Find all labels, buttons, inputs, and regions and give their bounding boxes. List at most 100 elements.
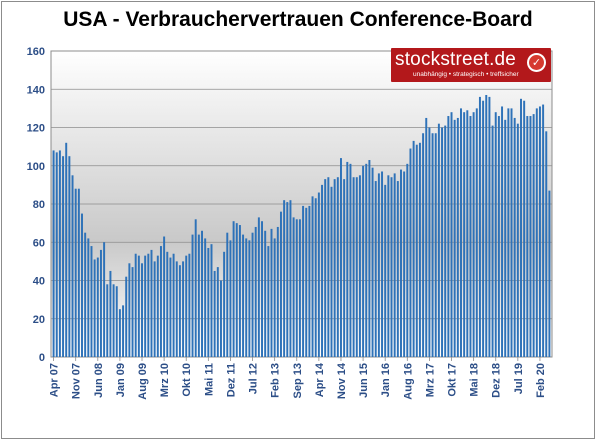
- bar: [182, 261, 185, 358]
- y-tick-label: 0: [39, 352, 45, 364]
- x-tick-label: Okt 17: [447, 363, 459, 397]
- bar: [365, 163, 368, 357]
- grid-lines: [51, 88, 552, 320]
- y-tick-label: 140: [27, 84, 45, 96]
- bar: [178, 265, 181, 357]
- bar: [501, 106, 504, 358]
- bar: [115, 286, 118, 357]
- bar: [289, 200, 292, 357]
- bar: [71, 175, 74, 357]
- bar: [109, 270, 112, 357]
- bar: [261, 221, 263, 357]
- bar: [463, 112, 466, 357]
- x-tick-label: Jul 12: [248, 363, 260, 394]
- bar: [368, 160, 371, 357]
- bar: [251, 232, 254, 357]
- bar: [308, 205, 311, 357]
- bar: [163, 236, 166, 357]
- x-tick-label: Apr 07: [49, 363, 61, 397]
- bar: [460, 108, 462, 358]
- bar: [254, 226, 257, 357]
- bar: [219, 280, 222, 357]
- bar: [235, 223, 238, 358]
- x-tick-label: Mrz 17: [424, 363, 436, 397]
- bar: [510, 108, 513, 358]
- bar: [381, 171, 384, 357]
- bar: [494, 112, 497, 357]
- bar: [84, 232, 87, 357]
- bar: [286, 202, 289, 357]
- logo-tagline: unabhängig • strategisch • treffsicher: [413, 71, 519, 78]
- bar: [542, 104, 545, 357]
- y-tick-label: 160: [27, 46, 45, 58]
- bar: [355, 177, 358, 357]
- bar: [62, 156, 65, 357]
- bar: [153, 261, 156, 358]
- bar: [400, 169, 402, 357]
- bar: [90, 246, 93, 357]
- bar: [273, 238, 276, 357]
- x-tick-label: Dez 18: [491, 363, 503, 398]
- bar: [453, 119, 456, 357]
- bar: [390, 177, 393, 357]
- bar: [276, 226, 279, 357]
- bar: [333, 179, 336, 357]
- bar: [456, 117, 459, 357]
- x-tick-label: Mai 11: [203, 363, 215, 396]
- bar: [396, 181, 399, 357]
- bar: [210, 244, 213, 357]
- bar: [81, 213, 83, 357]
- bar: [99, 249, 102, 357]
- bar: [216, 267, 219, 357]
- bar: [327, 177, 330, 357]
- bar: [374, 181, 377, 357]
- bar: [526, 116, 529, 357]
- bar: [103, 242, 106, 357]
- bar: [229, 240, 232, 357]
- bar: [305, 207, 308, 357]
- bar: [529, 116, 532, 357]
- bar: [298, 219, 301, 357]
- bar: [77, 188, 80, 357]
- bar: [175, 261, 178, 358]
- y-axis: 0 20 40 60 80 100 120 140 160: [27, 46, 45, 364]
- y-tick-label: 80: [33, 199, 45, 211]
- bar: [194, 219, 197, 357]
- bar: [431, 133, 434, 357]
- bar: [428, 127, 431, 357]
- bar: [137, 255, 140, 357]
- bar: [538, 106, 541, 358]
- x-tick-label: Nov 14: [336, 362, 348, 399]
- check-badge-icon: ✓: [527, 53, 546, 72]
- bar: [128, 263, 131, 357]
- bar: [279, 211, 282, 357]
- bar: [131, 267, 134, 357]
- bar: [346, 161, 349, 357]
- bar: [336, 177, 339, 357]
- bar: [545, 131, 548, 357]
- bar: [93, 259, 96, 357]
- x-tick-label: Jan 09: [115, 363, 127, 397]
- bar: [349, 163, 352, 357]
- bar: [172, 253, 175, 357]
- bar: [311, 196, 314, 357]
- x-tick-label: Mai 18: [469, 363, 481, 397]
- bar: [169, 257, 172, 357]
- bar: [482, 100, 485, 357]
- x-tick-label: Dez 11: [225, 363, 237, 397]
- bar: [324, 179, 327, 357]
- bar: [317, 192, 320, 357]
- y-tick-label: 60: [33, 237, 45, 249]
- bar: [201, 230, 203, 357]
- y-tick-label: 20: [33, 314, 45, 326]
- bar: [191, 234, 194, 357]
- bar: [134, 253, 137, 357]
- bar: [548, 190, 551, 357]
- bar: [497, 116, 500, 357]
- x-tick-label: Mrz 10: [159, 363, 171, 397]
- bar: [520, 98, 522, 357]
- y-tick-label: 100: [27, 161, 45, 173]
- bar: [74, 188, 77, 357]
- bar: [125, 276, 128, 357]
- bar: [257, 217, 260, 357]
